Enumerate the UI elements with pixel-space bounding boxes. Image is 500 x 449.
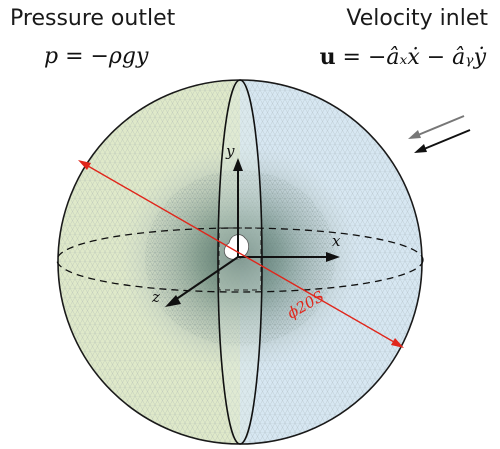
diameter-indicator	[78, 160, 404, 348]
diameter-arrowhead-left	[78, 160, 91, 170]
coordinate-axes	[165, 158, 340, 307]
inflow-arrow-grey	[417, 115, 465, 136]
inflow-arrows	[408, 115, 471, 153]
pressure-outlet-formula: p = −ρgy	[44, 44, 149, 69]
midplane-disk	[218, 80, 262, 444]
y-axis-arrowhead	[233, 158, 243, 171]
midplane-outline	[217, 79, 263, 445]
z-axis-line	[174, 256, 239, 301]
inflow-arrowhead-black	[414, 144, 427, 153]
diameter-line	[87, 165, 395, 343]
velocity-vector-symbol: u	[319, 44, 336, 70]
velocity-inlet-title: Velocity inlet	[346, 6, 488, 31]
x-axis-arrowhead	[326, 252, 340, 262]
diameter-arrowhead-right	[391, 338, 404, 348]
velocity-formula-rest: = −âₓẋ − âᵧẏ	[335, 45, 486, 70]
z-axis-label: z	[151, 288, 160, 306]
x-axis-label: x	[332, 232, 341, 250]
inflow-arrow-black	[423, 129, 471, 150]
inflow-arrowhead-grey	[408, 130, 421, 139]
z-axis-arrowhead	[165, 295, 181, 307]
velocity-inlet-formula: u = −âₓẋ − âᵧẏ	[320, 44, 486, 70]
pressure-outlet-title: Pressure outlet	[10, 6, 176, 31]
y-axis-label: y	[225, 142, 235, 160]
equator-dashed	[56, 227, 424, 293]
